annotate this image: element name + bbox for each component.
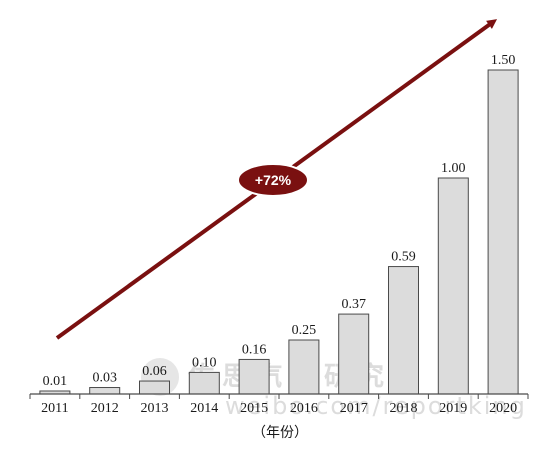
tick-label-2012: 2012 <box>91 401 119 416</box>
x-axis-tick-labels: 2011 2012 2013 2014 2015 2016 2017 2018 2019 2020 <box>41 401 517 416</box>
value-label-2012: 0.03 <box>92 371 117 386</box>
value-label-2019: 1.00 <box>441 161 466 176</box>
x-axis-ticks <box>29 394 529 399</box>
growth-rate-label: +72% <box>255 172 292 188</box>
bar-2012 <box>89 387 121 395</box>
value-label-2015: 0.16 <box>242 342 267 357</box>
bar-2018 <box>388 266 419 395</box>
tick-label-2020: 2020 <box>489 401 517 416</box>
value-label-2018: 0.59 <box>391 250 416 265</box>
bars-group <box>39 69 519 395</box>
tick-label-2014: 2014 <box>190 401 218 416</box>
tick-label-2018: 2018 <box>390 401 418 416</box>
x-axis-title: （年份） <box>252 425 308 441</box>
bar-2015 <box>238 358 270 395</box>
bar-2016 <box>288 339 320 395</box>
bar-2014 <box>188 371 220 395</box>
value-label-2013: 0.06 <box>142 364 167 379</box>
tick-label-2013: 2013 <box>141 401 169 416</box>
tick-label-2016: 2016 <box>290 401 318 416</box>
watermark-url: weibo.com/reportking <box>225 392 527 420</box>
bar-2017 <box>338 313 370 395</box>
value-label-2020: 1.50 <box>491 53 516 68</box>
bar-2013 <box>139 380 170 395</box>
growth-badge <box>237 163 309 197</box>
bar-2019 <box>437 177 469 395</box>
value-label-2011: 0.01 <box>43 374 68 389</box>
value-label-2016: 0.25 <box>292 323 317 338</box>
value-label-2014: 0.10 <box>192 355 217 370</box>
value-label-2017: 0.37 <box>341 297 366 312</box>
tick-label-2017: 2017 <box>340 401 368 416</box>
tick-label-2019: 2019 <box>439 401 467 416</box>
bar-2020 <box>487 69 519 395</box>
tick-label-2015: 2015 <box>240 401 268 416</box>
tick-label-2011: 2011 <box>41 401 68 416</box>
value-labels-group: 0.01 0.03 0.06 0.10 0.16 0.25 0.37 0.59 1.00 1.50 <box>43 53 516 389</box>
